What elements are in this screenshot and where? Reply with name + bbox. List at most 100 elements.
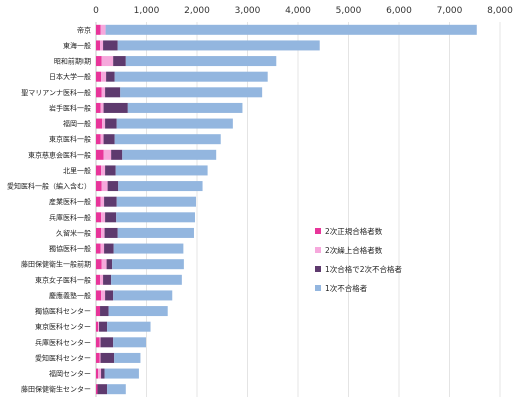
category-label: 東京医科センター (35, 322, 91, 331)
bar-segment-4 (117, 40, 320, 51)
category-label: 産業医科一般 (49, 197, 91, 206)
bar-segment-2 (101, 181, 108, 192)
bar-segment-3 (107, 181, 119, 192)
bar-segment-2 (102, 118, 106, 129)
bar-segment-1 (96, 102, 101, 113)
category-label: 愛知医科センター (35, 353, 91, 362)
bar-segment-3 (105, 87, 121, 98)
bar-segment-4 (113, 290, 173, 301)
bar-segment-4 (122, 149, 217, 160)
bar-segment-3 (100, 337, 114, 348)
bar-segment-4 (105, 24, 477, 35)
bar-segment-1 (96, 165, 102, 176)
category-label: 東海一般 (63, 41, 91, 50)
bar-segment-1 (96, 290, 102, 301)
legend-swatch (315, 285, 321, 291)
bar-segment-4 (107, 321, 151, 332)
category-label: 福岡一般 (63, 119, 91, 128)
x-axis-ticks: 0 1,000 2,000 3,000 4,000 5,000 6,000 7,000 8,00… (93, 6, 513, 16)
bar-segment-3 (113, 56, 126, 67)
bar-segment-2 (100, 274, 104, 285)
bar-segment-3 (97, 384, 108, 395)
bar-segment-4 (114, 352, 141, 363)
bar-segment-3 (100, 306, 109, 317)
bar-segment-1 (96, 227, 102, 238)
category-label: 兵庫医科センター (35, 338, 91, 347)
bar-segment-1 (96, 352, 100, 363)
bar-segment-2 (103, 149, 112, 160)
bar-segment-2 (100, 196, 105, 207)
bar-segment-1 (96, 87, 102, 98)
bar-segment-2 (101, 227, 105, 238)
legend-label: 1次合格で2次不合格者 (325, 264, 403, 274)
bar-segment-4 (108, 306, 168, 317)
bar-segment-1 (96, 259, 102, 270)
bar-segment-4 (116, 196, 196, 207)
bar-segment-3 (105, 118, 117, 129)
legend-label: 2次繰上合格者数 (325, 245, 383, 255)
bar-segment-1 (96, 56, 102, 67)
bar-segment-2 (101, 165, 106, 176)
category-label: 日本大学一般 (49, 72, 91, 81)
category-label: 聖マリアンナ医科一般 (21, 88, 91, 97)
bar-segment-1 (96, 149, 104, 160)
bar-segment-1 (96, 181, 102, 192)
bar-segment-1 (96, 337, 100, 348)
bar-segment-1 (96, 40, 101, 51)
legend: 2次正規合格者数 2次繰上合格者数 1次合格で2次不合格者 1次不合格者 (315, 226, 403, 293)
x-tick-label: 4,000 (285, 6, 311, 16)
category-label: 久留米一般 (56, 228, 91, 237)
bar-segment-2 (100, 24, 106, 35)
category-label: 岩手医科一般 (49, 103, 91, 112)
x-tick-label: 0 (93, 6, 99, 16)
legend-label: 2次正規合格者数 (325, 226, 383, 236)
bar-segment-3 (103, 102, 128, 113)
legend-label: 1次不合格者 (325, 283, 368, 293)
bar-segment-4 (120, 87, 263, 98)
bar-segment-1 (96, 118, 103, 129)
bar-segment-2 (101, 71, 107, 82)
bar-segment-2 (100, 134, 104, 145)
x-tick-label: 2,000 (184, 6, 210, 16)
bar-segment-4 (117, 227, 194, 238)
x-tick-label: 5,000 (336, 6, 362, 16)
category-label: 東京慈恵会医科一般 (28, 150, 91, 159)
bar-segment-3 (103, 274, 112, 285)
category-label: 獨協医科センター (35, 307, 91, 316)
bar-segment-3 (111, 149, 123, 160)
bar-segment-2 (100, 40, 104, 51)
bar-segment-4 (114, 71, 268, 82)
category-label: 東京医科一般 (49, 135, 91, 144)
bar-segment-4 (118, 181, 203, 192)
bars (96, 24, 477, 395)
bar-segment-3 (103, 134, 115, 145)
bar-segment-4 (107, 384, 126, 395)
bar-segment-3 (104, 227, 118, 238)
bar-segment-2 (101, 56, 114, 67)
bar-segment-4 (104, 368, 139, 379)
bar-segment-1 (96, 384, 98, 395)
category-label: 慶應義塾一般 (49, 291, 91, 300)
bar-segment-2 (98, 321, 100, 332)
bar-segment-4 (113, 243, 184, 254)
bar-segment-4 (116, 118, 233, 129)
bar-segment-3 (99, 321, 108, 332)
bar-segment-1 (96, 306, 101, 317)
category-label: 北里一般 (63, 166, 91, 175)
category-label: 昭和前期Ⅰ期 (54, 57, 91, 66)
bar-segment-3 (106, 259, 113, 270)
category-label: 福岡センター (49, 369, 91, 378)
bar-segment-2 (99, 352, 101, 363)
category-label: 獨協医科一般 (49, 244, 91, 253)
bar-segment-3 (105, 212, 117, 223)
bar-segment-2 (99, 337, 101, 348)
bar-segment-4 (125, 56, 277, 67)
gridlines (95, 22, 501, 397)
bar-segment-3 (104, 243, 114, 254)
category-label: 帝京 (77, 25, 91, 34)
category-label: 東京女子医科一般 (35, 275, 91, 284)
bar-segment-2 (100, 243, 105, 254)
category-label: 藤田保健衛生一般前期 (21, 260, 91, 269)
bar-segment-3 (106, 71, 115, 82)
bar-segment-3 (104, 196, 117, 207)
